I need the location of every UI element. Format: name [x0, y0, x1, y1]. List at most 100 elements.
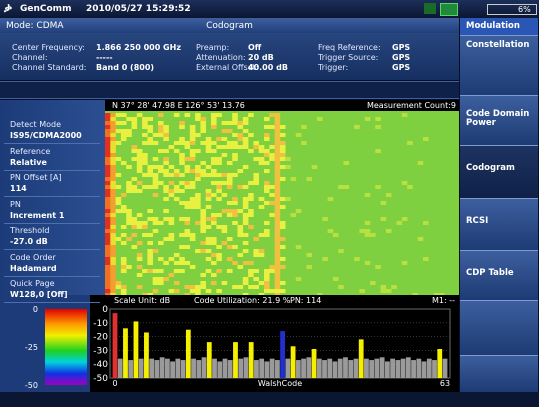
codogram-cell: [132, 189, 138, 193]
codogram-cell: [142, 141, 148, 145]
codogram-cell: [147, 137, 153, 141]
codogram-cell: [190, 197, 196, 201]
codogram-cell: [110, 141, 116, 145]
codogram-cell: [280, 237, 286, 241]
bar: [265, 361, 270, 378]
codogram-cell: [306, 253, 312, 257]
codogram-cell: [179, 121, 185, 125]
codogram-cell: [365, 193, 371, 197]
codogram-cell: [174, 189, 180, 193]
menu-button[interactable]: [460, 355, 538, 392]
view-title: Codogram: [0, 21, 459, 31]
codogram-cell: [211, 261, 217, 265]
codogram-cell: [190, 201, 196, 205]
codogram-cell: [206, 205, 212, 209]
codogram-cell: [243, 145, 249, 149]
codogram-cell: [116, 281, 122, 285]
codogram-cell: [126, 265, 132, 269]
codogram-cell: [238, 133, 244, 137]
codogram-cell: [248, 225, 254, 229]
codogram-cell: [275, 181, 281, 185]
menu-button[interactable]: Codogram: [460, 145, 538, 198]
codogram-cell: [153, 217, 159, 221]
bar: [123, 328, 128, 378]
codogram-cell: [121, 129, 127, 133]
menu-button[interactable]: Constellation: [460, 35, 538, 95]
bar: [134, 321, 139, 378]
position: N 37° 28' 47.98 E 126° 53' 13.76: [112, 101, 245, 110]
codogram-cell: [105, 185, 111, 189]
codogram-cell: [190, 169, 196, 173]
codogram-cell: [243, 277, 249, 281]
codogram-cell: [105, 289, 111, 293]
codogram-cell: [174, 173, 180, 177]
codogram-cell: [121, 209, 127, 213]
codogram-cell: [121, 205, 127, 209]
codogram-cell: [137, 221, 143, 225]
codogram-cell: [232, 213, 238, 217]
codogram-cell: [269, 269, 275, 273]
codogram-cell: [222, 193, 228, 197]
codogram-cell: [253, 141, 259, 145]
bar: [275, 360, 280, 378]
codogram-cell: [275, 193, 281, 197]
codogram-cell: [275, 261, 281, 265]
codogram-cell: [248, 213, 254, 217]
codogram-cell: [216, 161, 222, 165]
codogram-cell: [253, 253, 259, 257]
codogram-cell: [375, 125, 381, 129]
bar: [207, 342, 212, 378]
codogram-cell: [142, 121, 148, 125]
bar: [338, 359, 343, 378]
codogram-cell: [195, 249, 201, 253]
menu-button[interactable]: CDP Table: [460, 250, 538, 300]
bar: [244, 357, 249, 378]
codogram-cell: [105, 253, 111, 257]
codogram-cell: [296, 277, 302, 281]
codogram-cell: [132, 225, 138, 229]
codogram-cell: [163, 129, 169, 133]
setting-label: Quick Page: [10, 279, 55, 288]
codogram-cell: [306, 177, 312, 181]
menu-button[interactable]: RCSI: [460, 198, 538, 250]
info-label: Preamp:: [196, 43, 229, 52]
codogram-cell: [248, 197, 254, 201]
codogram-cell: [137, 265, 143, 269]
codogram-cell: [280, 225, 286, 229]
codogram-cell: [158, 257, 164, 261]
codogram-cell: [110, 285, 116, 289]
codogram-cell: [216, 145, 222, 149]
codogram-cell: [386, 229, 392, 233]
codogram-cell: [200, 169, 206, 173]
codogram-cell: [227, 177, 233, 181]
bar: [291, 346, 296, 378]
codogram-cell: [222, 121, 228, 125]
codogram-cell: [227, 269, 233, 273]
brand: GenComm: [20, 4, 71, 14]
codogram-cell: [375, 149, 381, 153]
codogram-cell: [126, 181, 132, 185]
codogram-cell: [195, 117, 201, 121]
codogram-cell: [132, 233, 138, 237]
codogram-cell: [275, 137, 281, 141]
datetime: 2010/05/27 15:29:52: [86, 4, 191, 14]
codogram-cell: [253, 177, 259, 181]
menu-button[interactable]: Code Domain Power: [460, 95, 538, 145]
codogram-cell: [275, 285, 281, 289]
codogram-cell: [264, 289, 270, 293]
codogram-cell: [163, 133, 169, 137]
x-tick-label: 0: [112, 379, 117, 388]
codogram-cell: [158, 169, 164, 173]
codogram-cell: [232, 221, 238, 225]
codogram-cell: [105, 145, 111, 149]
codogram-cell: [169, 233, 175, 237]
codogram-cell: [190, 149, 196, 153]
codogram-cell: [110, 157, 116, 161]
codogram-cell: [110, 137, 116, 141]
codogram-cell: [216, 253, 222, 257]
codogram-cell: [296, 245, 302, 249]
codogram-cell: [269, 185, 275, 189]
codogram-cell: [110, 189, 116, 193]
menu-button[interactable]: [460, 300, 538, 355]
codogram-cell: [105, 209, 111, 213]
